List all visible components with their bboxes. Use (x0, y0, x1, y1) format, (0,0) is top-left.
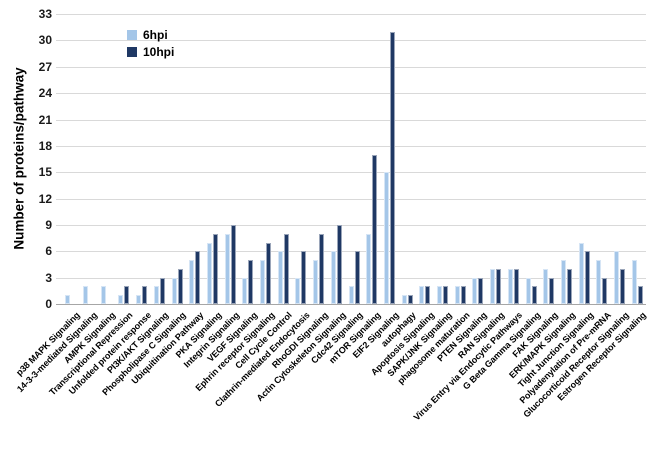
legend-swatch-10hpi (127, 46, 137, 57)
y-tick-label: 21 (38, 112, 52, 127)
y-tick-label: 24 (38, 86, 52, 101)
legend-label: 10hpi (143, 44, 175, 59)
bar-10hpi (354, 251, 360, 304)
bar-6hpi (100, 286, 106, 304)
bar-6hpi (189, 260, 195, 304)
legend-label: 6hpi (143, 27, 168, 42)
gridline (56, 14, 646, 15)
bar-6hpi (490, 268, 496, 304)
bar-10hpi (159, 277, 165, 304)
x-axis-line (56, 304, 646, 305)
bar-6hpi (171, 277, 177, 304)
bar-10hpi (549, 277, 555, 304)
gridline (56, 145, 646, 147)
bar-10hpi (584, 251, 590, 304)
bar-6hpi (401, 295, 407, 304)
bar-6hpi (136, 295, 142, 304)
gridline (56, 277, 646, 279)
gridline (56, 172, 646, 174)
gridline (56, 224, 646, 226)
bar-6hpi (153, 286, 159, 304)
bar-6hpi (472, 277, 478, 304)
bar-10hpi (230, 224, 236, 304)
bar-10hpi (301, 251, 307, 304)
bar-10hpi (283, 233, 289, 304)
legend-swatch-6hpi (127, 29, 137, 40)
bar-6hpi (83, 286, 88, 304)
bar-6hpi (330, 251, 336, 304)
bar-10hpi (602, 277, 608, 304)
bar-6hpi (242, 277, 248, 304)
bar-6hpi (65, 295, 71, 304)
y-tick-label: 15 (38, 165, 52, 180)
y-axis-title: Number of proteins/pathway (11, 67, 27, 250)
bar-10hpi (266, 242, 271, 304)
bar-6hpi (578, 242, 584, 304)
bar-10hpi (212, 233, 218, 304)
y-tick-label: 0 (45, 297, 52, 311)
bar-10hpi (531, 286, 537, 304)
y-tick-label: 27 (38, 59, 52, 74)
bar-6hpi (277, 251, 283, 304)
y-tick-label: 18 (38, 138, 52, 153)
bar-6hpi (348, 286, 354, 304)
gridline (56, 40, 646, 42)
bar-10hpi (496, 268, 502, 304)
bar-10hpi (566, 268, 572, 304)
bar-6hpi (543, 268, 549, 304)
legend-item: 10hpi (127, 43, 174, 60)
bar-10hpi (425, 286, 431, 304)
bar-6hpi (454, 286, 460, 304)
gridline (56, 66, 646, 68)
y-tick-label: 6 (45, 244, 52, 259)
bar-6hpi (260, 260, 265, 304)
bar-10hpi (248, 260, 254, 304)
y-tick-label: 33 (38, 7, 52, 21)
y-tick-label: 3 (45, 270, 52, 285)
bar-10hpi (620, 268, 625, 304)
bar-6hpi (313, 260, 319, 304)
bar-10hpi (124, 286, 130, 304)
bar-6hpi (383, 172, 389, 304)
bar-10hpi (142, 286, 148, 304)
y-tick-label: 9 (45, 217, 52, 232)
bar-10hpi (319, 233, 325, 304)
bar-6hpi (596, 260, 602, 304)
bar-10hpi (389, 31, 395, 304)
bar-10hpi (372, 154, 378, 304)
bar-10hpi (443, 286, 448, 304)
bar-10hpi (407, 295, 413, 304)
bar-6hpi (437, 286, 442, 304)
bar-6hpi (525, 277, 531, 304)
bar-10hpi (478, 277, 484, 304)
bar-10hpi (177, 268, 183, 304)
y-tick-label: 30 (38, 33, 52, 48)
gridline (56, 119, 646, 121)
bar-6hpi (295, 277, 301, 304)
bar-6hpi (631, 260, 637, 304)
bar-6hpi (507, 268, 513, 304)
bar-6hpi (419, 286, 425, 304)
legend: 6hpi 10hpi (127, 26, 174, 60)
bar-6hpi (206, 242, 212, 304)
gridline (56, 93, 646, 95)
gridline (56, 251, 646, 253)
bar-10hpi (513, 268, 519, 304)
bar-6hpi (614, 251, 619, 304)
y-tick-label: 12 (38, 191, 52, 206)
bar-10hpi (637, 286, 643, 304)
bar-6hpi (224, 233, 230, 304)
bar-10hpi (336, 224, 342, 304)
bar-6hpi (366, 233, 372, 304)
legend-item: 6hpi (127, 26, 174, 43)
gridline (56, 198, 646, 200)
bar-10hpi (460, 286, 466, 304)
bar-6hpi (560, 260, 566, 304)
bar-6hpi (118, 295, 124, 304)
bar-10hpi (195, 251, 201, 304)
